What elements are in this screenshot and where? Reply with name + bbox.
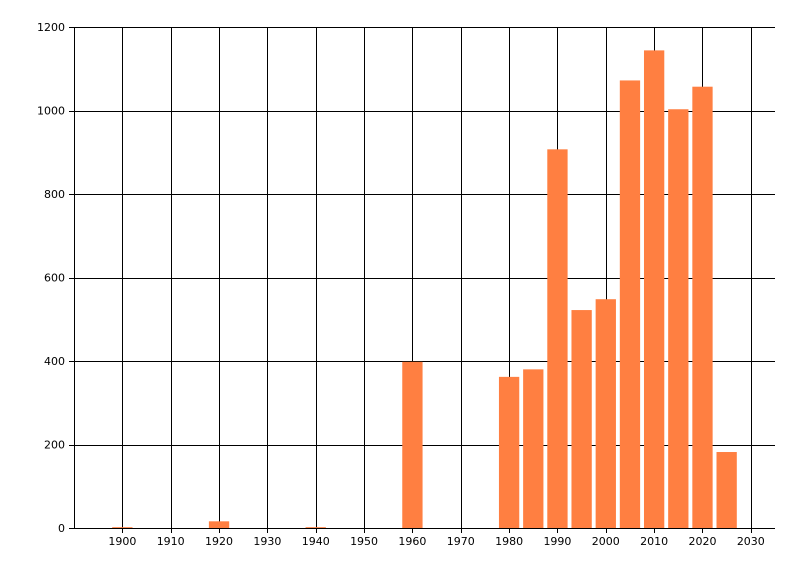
x-tick-label: 2030 bbox=[737, 535, 765, 548]
bar bbox=[595, 299, 616, 528]
bar bbox=[668, 109, 689, 528]
y-tick-label: 1000 bbox=[37, 105, 65, 118]
bar bbox=[571, 310, 592, 528]
x-tick-label: 1910 bbox=[157, 535, 185, 548]
y-tick-label: 200 bbox=[44, 439, 65, 452]
bar bbox=[692, 86, 713, 528]
x-tick-label: 2020 bbox=[688, 535, 716, 548]
y-tick-label: 600 bbox=[44, 272, 65, 285]
bars bbox=[112, 50, 737, 529]
bar bbox=[716, 452, 737, 528]
bar bbox=[547, 149, 568, 528]
x-tick-label: 1930 bbox=[253, 535, 281, 548]
bar bbox=[498, 376, 520, 528]
bar bbox=[112, 527, 133, 529]
x-tick-label: 1980 bbox=[495, 535, 523, 548]
bar bbox=[402, 361, 423, 528]
bar bbox=[305, 527, 326, 529]
x-tick-label: 1960 bbox=[398, 535, 426, 548]
x-tick-label: 1940 bbox=[302, 535, 330, 548]
x-tick-label: 2000 bbox=[592, 535, 620, 548]
bar bbox=[643, 50, 665, 528]
y-tick-label: 0 bbox=[58, 522, 65, 535]
axes bbox=[69, 27, 775, 533]
x-tick-label: 1970 bbox=[447, 535, 475, 548]
tick-labels: 1900 1910 1920 1930 1940 1950 1960 1970 1980 1990… bbox=[37, 21, 765, 548]
x-tick-label: 1920 bbox=[205, 535, 233, 548]
x-tick-label: 1990 bbox=[543, 535, 571, 548]
bar bbox=[523, 369, 544, 528]
x-tick-label: 1900 bbox=[108, 535, 136, 548]
y-tick-label: 800 bbox=[44, 188, 65, 201]
x-tick-label: 1950 bbox=[350, 535, 378, 548]
x-tick-label: 2010 bbox=[640, 535, 668, 548]
y-tick-label: 400 bbox=[44, 355, 65, 368]
bar bbox=[619, 80, 641, 528]
y-tick-label: 1200 bbox=[37, 21, 65, 34]
bar bbox=[208, 521, 230, 528]
